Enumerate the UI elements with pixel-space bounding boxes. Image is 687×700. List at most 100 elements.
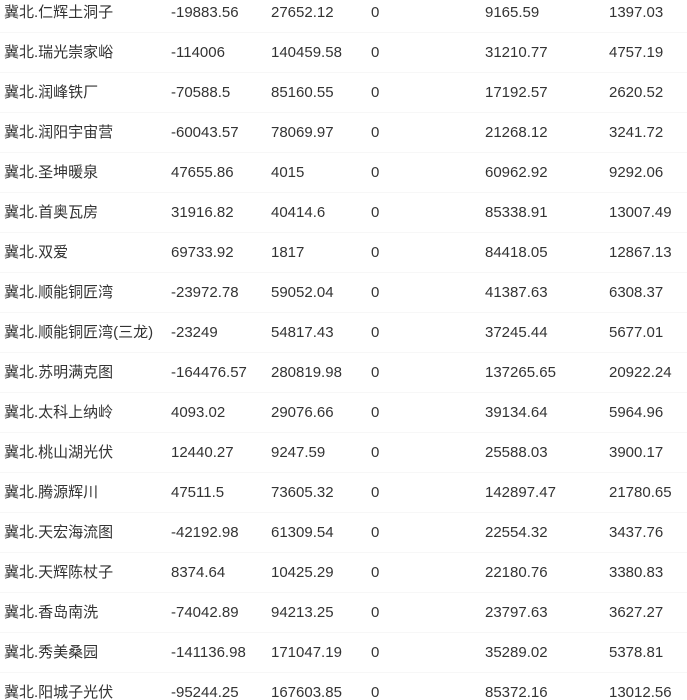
station-name-cell: 冀北.润峰铁厂 — [4, 83, 99, 101]
value-cell-2: 73605.32 — [271, 483, 334, 501]
value-cell-2: 78069.97 — [271, 123, 334, 141]
value-cell-1: -74042.89 — [171, 603, 239, 621]
table-row[interactable]: 冀北.仁辉土洞子 -19883.56 27652.12 0 9165.59 13… — [0, 0, 687, 33]
table-row[interactable]: 冀北.香岛南洗 -74042.89 94213.25 0 23797.63 36… — [0, 593, 687, 633]
value-cell-3: 0 — [371, 3, 380, 21]
value-cell-4: 25588.03 — [485, 443, 548, 461]
value-cell-1: -70588.5 — [171, 83, 231, 101]
station-name-cell: 冀北.太科上纳岭 — [4, 403, 114, 421]
table-row[interactable]: 冀北.双爱 69733.92 1817 0 84418.05 12867.13 — [0, 233, 687, 273]
table-row[interactable]: 冀北.阳城子光伏 -95244.25 167603.85 0 85372.16 … — [0, 673, 687, 700]
value-cell-5: 2620.52 — [609, 83, 664, 101]
value-cell-3: 0 — [371, 43, 380, 61]
value-cell-2: 1817 — [271, 243, 305, 261]
value-cell-5: 1397.03 — [609, 3, 664, 21]
value-cell-4: 31210.77 — [485, 43, 548, 61]
table-row[interactable]: 冀北.天辉陈杖子 8374.64 10425.29 0 22180.76 338… — [0, 553, 687, 593]
value-cell-5: 3627.27 — [609, 603, 664, 621]
value-cell-1: -19883.56 — [171, 3, 239, 21]
table-row[interactable]: 冀北.秀美桑园 -141136.98 171047.19 0 35289.02 … — [0, 633, 687, 673]
value-cell-3: 0 — [371, 443, 380, 461]
table-row[interactable]: 冀北.润峰铁厂 -70588.5 85160.55 0 17192.57 262… — [0, 73, 687, 113]
station-name-cell: 冀北.双爱 — [4, 243, 69, 261]
value-cell-4: 142897.47 — [485, 483, 556, 501]
value-cell-4: 85338.91 — [485, 203, 548, 221]
value-cell-4: 22554.32 — [485, 523, 548, 541]
table-row[interactable]: 冀北.首奥瓦房 31916.82 40414.6 0 85338.91 1300… — [0, 193, 687, 233]
value-cell-4: 21268.12 — [485, 123, 548, 141]
station-name-cell: 冀北.腾源辉川 — [4, 483, 99, 501]
value-cell-3: 0 — [371, 683, 380, 700]
value-cell-1: -114006 — [171, 43, 225, 61]
station-name-cell: 冀北.首奥瓦房 — [4, 203, 99, 221]
value-cell-3: 0 — [371, 243, 380, 261]
value-cell-1: 4093.02 — [171, 403, 226, 421]
value-cell-3: 0 — [371, 403, 380, 421]
value-cell-4: 60962.92 — [485, 163, 548, 181]
value-cell-1: 8374.64 — [171, 563, 226, 581]
value-cell-3: 0 — [371, 163, 380, 181]
value-cell-2: 61309.54 — [271, 523, 334, 541]
value-cell-4: 9165.59 — [485, 3, 540, 21]
value-cell-5: 4757.19 — [609, 43, 664, 61]
value-cell-4: 35289.02 — [485, 643, 548, 661]
value-cell-1: -141136.98 — [171, 643, 246, 661]
value-cell-4: 39134.64 — [485, 403, 548, 421]
value-cell-5: 9292.06 — [609, 163, 664, 181]
table-row[interactable]: 冀北.瑞光崇家峪 -114006 140459.58 0 31210.77 47… — [0, 33, 687, 73]
station-name-cell: 冀北.圣坤暖泉 — [4, 163, 99, 181]
value-cell-1: -95244.25 — [171, 683, 239, 700]
table-row[interactable]: 冀北.苏明满克图 -164476.57 280819.98 0 137265.6… — [0, 353, 687, 393]
table-row[interactable]: 冀北.圣坤暖泉 47655.86 4015 0 60962.92 9292.06 — [0, 153, 687, 193]
value-cell-5: 3380.83 — [609, 563, 664, 581]
table-row[interactable]: 冀北.顺能铜匠湾(三龙) -23249 54817.43 0 37245.44 … — [0, 313, 687, 353]
value-cell-1: -60043.57 — [171, 123, 239, 141]
value-cell-2: 280819.98 — [271, 363, 342, 381]
value-cell-3: 0 — [371, 563, 380, 581]
value-cell-5: 5964.96 — [609, 403, 664, 421]
table-row[interactable]: 冀北.桃山湖光伏 12440.27 9247.59 0 25588.03 390… — [0, 433, 687, 473]
value-cell-1: -23972.78 — [171, 283, 239, 301]
value-cell-5: 13007.49 — [609, 203, 672, 221]
table-row[interactable]: 冀北.润阳宇宙营 -60043.57 78069.97 0 21268.12 3… — [0, 113, 687, 153]
table-row[interactable]: 冀北.天宏海流图 -42192.98 61309.54 0 22554.32 3… — [0, 513, 687, 553]
value-cell-3: 0 — [371, 83, 380, 101]
station-name-cell: 冀北.天辉陈杖子 — [4, 563, 114, 581]
value-cell-2: 140459.58 — [271, 43, 342, 61]
value-cell-1: 69733.92 — [171, 243, 234, 261]
value-cell-4: 137265.65 — [485, 363, 556, 381]
value-cell-3: 0 — [371, 323, 380, 341]
value-cell-4: 85372.16 — [485, 683, 548, 700]
value-cell-3: 0 — [371, 203, 380, 221]
table-row[interactable]: 冀北.腾源辉川 47511.5 73605.32 0 142897.47 217… — [0, 473, 687, 513]
value-cell-3: 0 — [371, 283, 380, 301]
value-cell-1: 12440.27 — [171, 443, 234, 461]
value-cell-1: -164476.57 — [171, 363, 247, 381]
value-cell-5: 21780.65 — [609, 483, 672, 501]
value-cell-2: 167603.85 — [271, 683, 342, 700]
value-cell-4: 22180.76 — [485, 563, 548, 581]
table-row[interactable]: 冀北.顺能铜匠湾 -23972.78 59052.04 0 41387.63 6… — [0, 273, 687, 313]
station-name-cell: 冀北.瑞光崇家峪 — [4, 43, 114, 61]
value-cell-1: 31916.82 — [171, 203, 234, 221]
value-cell-2: 85160.55 — [271, 83, 334, 101]
value-cell-2: 10425.29 — [271, 563, 334, 581]
value-cell-3: 0 — [371, 523, 380, 541]
value-cell-4: 17192.57 — [485, 83, 548, 101]
station-name-cell: 冀北.顺能铜匠湾 — [4, 283, 114, 301]
value-cell-5: 3241.72 — [609, 123, 664, 141]
value-cell-3: 0 — [371, 363, 380, 381]
station-name-cell: 冀北.阳城子光伏 — [4, 683, 114, 700]
value-cell-5: 12867.13 — [609, 243, 672, 261]
table-row[interactable]: 冀北.太科上纳岭 4093.02 29076.66 0 39134.64 596… — [0, 393, 687, 433]
station-name-cell: 冀北.天宏海流图 — [4, 523, 114, 541]
station-name-cell: 冀北.润阳宇宙营 — [4, 123, 114, 141]
station-name-cell: 冀北.仁辉土洞子 — [4, 3, 114, 21]
value-cell-2: 9247.59 — [271, 443, 326, 461]
value-cell-3: 0 — [371, 123, 380, 141]
value-cell-5: 13012.56 — [609, 683, 672, 700]
value-cell-5: 3900.17 — [609, 443, 664, 461]
